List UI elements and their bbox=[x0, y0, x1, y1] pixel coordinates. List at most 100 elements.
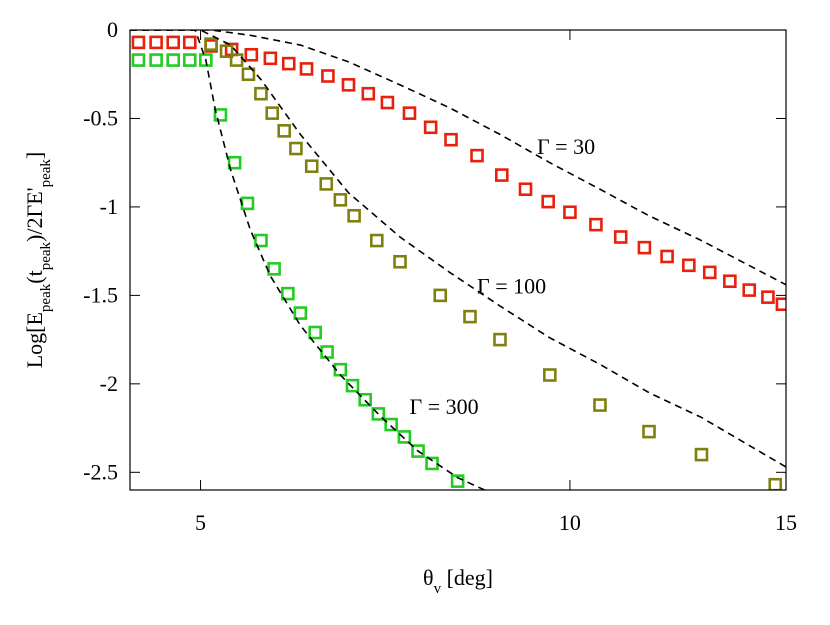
marker bbox=[433, 288, 448, 303]
marker bbox=[775, 297, 786, 312]
marker bbox=[541, 194, 555, 209]
y-tick-label: -0.5 bbox=[83, 105, 118, 130]
x-axis-label-part: [deg] bbox=[441, 565, 493, 590]
marker bbox=[281, 286, 295, 301]
marker bbox=[241, 67, 256, 82]
marker bbox=[199, 53, 213, 67]
marker bbox=[289, 141, 303, 156]
marker bbox=[319, 177, 334, 191]
marker bbox=[397, 430, 412, 444]
marker bbox=[204, 37, 218, 51]
marker bbox=[444, 132, 458, 147]
marker bbox=[518, 182, 533, 197]
marker bbox=[370, 233, 384, 248]
marker bbox=[423, 120, 438, 135]
y-tick-label: -1.5 bbox=[83, 282, 118, 307]
marker bbox=[267, 262, 281, 276]
marker bbox=[402, 106, 417, 120]
marker bbox=[333, 193, 348, 207]
marker bbox=[543, 368, 557, 382]
marker bbox=[304, 159, 319, 174]
plot-area bbox=[130, 30, 786, 490]
y-axis-label-part: ] bbox=[22, 152, 47, 159]
marker bbox=[308, 325, 322, 340]
marker bbox=[219, 44, 234, 59]
x-axis-label-part: θ bbox=[423, 565, 434, 590]
marker bbox=[563, 205, 577, 220]
dashed-curve bbox=[130, 30, 786, 468]
marker bbox=[254, 233, 268, 248]
marker bbox=[593, 398, 607, 412]
marker bbox=[411, 444, 425, 458]
marker bbox=[227, 155, 242, 170]
annotation: Γ = 300 bbox=[409, 394, 478, 419]
marker bbox=[213, 108, 228, 122]
y-tick-label: -2.5 bbox=[83, 459, 118, 484]
marker bbox=[345, 378, 360, 393]
marker bbox=[589, 217, 603, 232]
marker bbox=[265, 106, 280, 120]
marker bbox=[371, 407, 386, 421]
marker bbox=[244, 47, 259, 62]
x-tick-label: 5 bbox=[195, 510, 206, 535]
marker bbox=[320, 345, 334, 359]
marker bbox=[293, 306, 308, 320]
y-axis-label-part: peak bbox=[38, 159, 54, 188]
y-axis-label-part: )/2ΓE' bbox=[22, 187, 47, 242]
marker bbox=[393, 254, 407, 269]
y-axis-label-part: Log[E bbox=[22, 312, 47, 368]
x-axis-label: θv [deg] bbox=[423, 565, 493, 597]
marker bbox=[768, 477, 783, 490]
y-axis-label: Log[Epeak(tpeak)/2ΓE'peak] bbox=[22, 152, 54, 369]
dashed-curve bbox=[130, 30, 485, 490]
marker bbox=[149, 53, 163, 67]
marker bbox=[166, 53, 181, 67]
marker bbox=[254, 86, 268, 101]
x-tick-label: 10 bbox=[559, 510, 581, 535]
marker bbox=[637, 240, 652, 255]
marker bbox=[229, 53, 244, 67]
marker bbox=[182, 53, 197, 67]
marker bbox=[493, 332, 507, 347]
marker bbox=[660, 249, 674, 264]
marker bbox=[149, 35, 163, 50]
dashed-curve bbox=[130, 30, 786, 286]
marker bbox=[131, 35, 146, 50]
marker bbox=[131, 53, 146, 67]
y-tick-label: -1 bbox=[100, 194, 118, 219]
y-tick-label: -2 bbox=[100, 371, 118, 396]
marker bbox=[682, 258, 696, 273]
plot-frame bbox=[129, 29, 787, 491]
marker bbox=[281, 56, 296, 71]
marker bbox=[321, 69, 335, 83]
y-axis-label-part: peak bbox=[38, 241, 54, 270]
marker bbox=[642, 424, 656, 439]
y-axis-label-part: peak bbox=[38, 283, 54, 312]
marker bbox=[358, 392, 372, 407]
x-axis-label-part: v bbox=[434, 581, 442, 597]
marker bbox=[450, 474, 465, 488]
y-axis-label-part: (t bbox=[22, 270, 47, 283]
marker bbox=[613, 230, 628, 244]
marker bbox=[694, 447, 709, 462]
marker bbox=[240, 196, 255, 211]
marker bbox=[263, 51, 278, 66]
marker bbox=[495, 168, 509, 182]
x-tick-label: 15 bbox=[775, 510, 797, 535]
marker bbox=[470, 148, 484, 163]
marker bbox=[166, 35, 181, 50]
y-tick-label: 0 bbox=[107, 17, 118, 42]
marker bbox=[182, 35, 197, 50]
marker bbox=[702, 265, 717, 280]
marker bbox=[380, 95, 395, 110]
annotation: Γ = 30 bbox=[537, 134, 595, 159]
marker bbox=[723, 274, 737, 289]
marker bbox=[299, 62, 314, 76]
marker bbox=[277, 124, 292, 138]
marker bbox=[384, 417, 398, 432]
marker bbox=[347, 208, 361, 223]
annotation: Γ = 100 bbox=[477, 274, 546, 299]
marker bbox=[361, 86, 376, 101]
marker bbox=[742, 283, 757, 297]
